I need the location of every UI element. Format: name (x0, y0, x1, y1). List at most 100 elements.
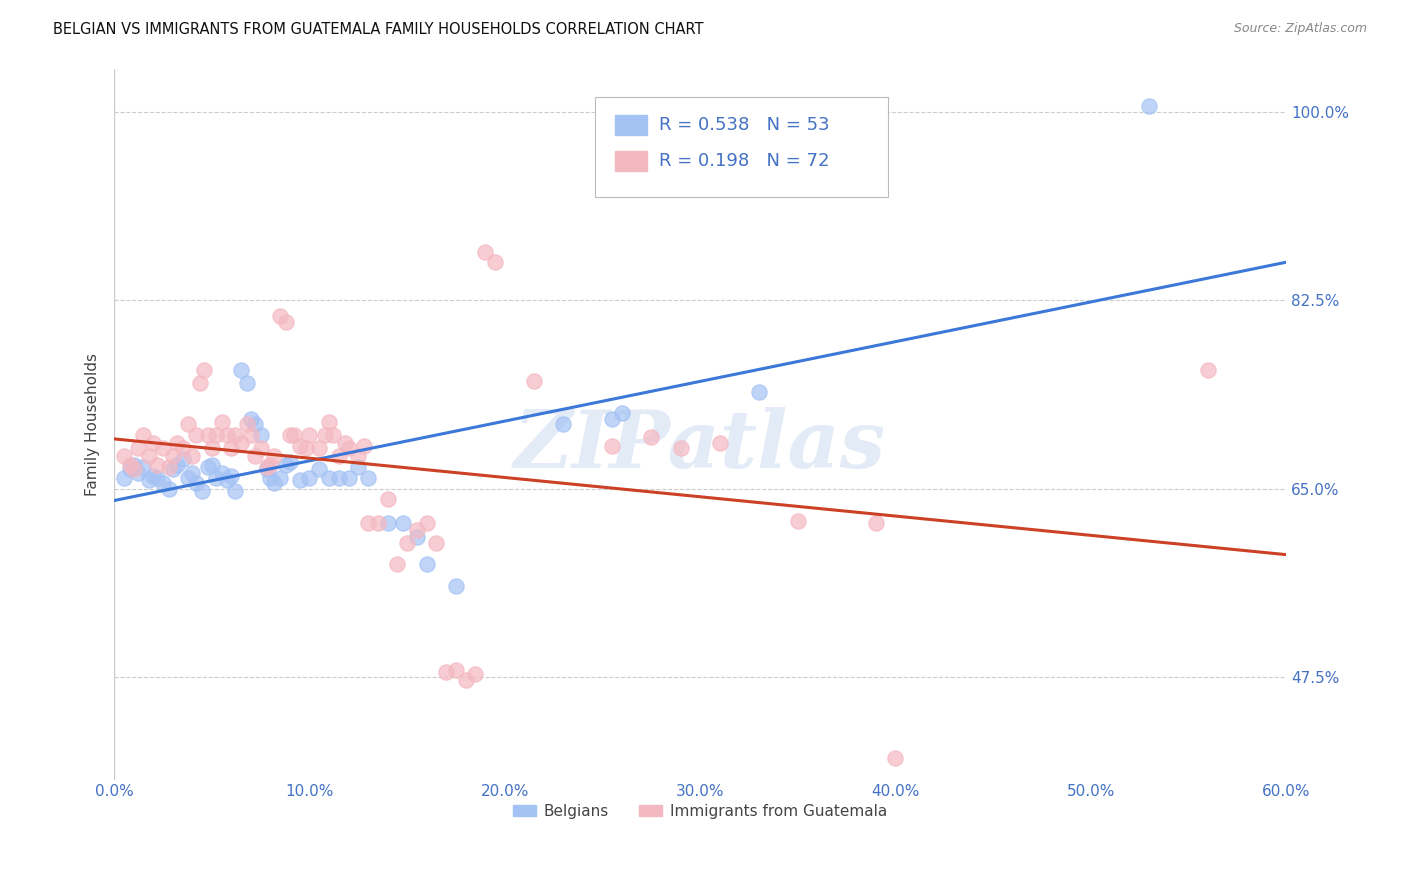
Point (236, 376, 259, 391)
Point (387, 557, 409, 571)
Point (263, 450, 285, 464)
Point (600, 411, 623, 425)
Point (353, 439, 375, 453)
Point (357, 516, 380, 531)
Point (138, 450, 160, 464)
Point (263, 476, 285, 491)
Point (669, 441, 692, 455)
Point (474, 244, 496, 259)
Point (243, 417, 266, 431)
Point (415, 557, 437, 571)
Point (298, 471, 321, 485)
Point (138, 473, 160, 487)
Point (406, 530, 429, 544)
Point (186, 476, 208, 491)
Point (333, 436, 356, 450)
Point (201, 441, 224, 455)
Point (434, 665, 457, 679)
Point (392, 516, 415, 531)
Point (188, 376, 211, 391)
Point (204, 471, 226, 485)
Point (328, 450, 350, 464)
Point (259, 458, 281, 472)
Bar (614, 151, 647, 171)
Point (112, 450, 135, 464)
Point (269, 310, 291, 324)
Point (1137, 99, 1160, 113)
Point (347, 460, 370, 475)
Text: Source: ZipAtlas.com: Source: ZipAtlas.com (1233, 22, 1367, 36)
Point (278, 427, 301, 442)
Point (197, 460, 219, 475)
Point (322, 427, 344, 442)
Point (553, 417, 575, 431)
Point (269, 471, 291, 485)
Point (127, 466, 149, 480)
Point (1197, 363, 1219, 377)
Point (118, 458, 141, 472)
Point (122, 462, 145, 476)
Point (444, 663, 467, 677)
Point (231, 363, 253, 377)
Point (166, 458, 188, 472)
Point (177, 471, 200, 485)
Point (256, 460, 278, 475)
Point (146, 471, 169, 485)
Point (162, 462, 184, 476)
Point (484, 255, 506, 269)
Point (127, 441, 149, 455)
Y-axis label: Family Households: Family Households (86, 352, 100, 496)
Point (177, 417, 200, 431)
Point (328, 471, 350, 485)
Point (249, 427, 271, 442)
Point (640, 430, 662, 444)
Point (786, 514, 808, 528)
Point (454, 673, 477, 688)
Point (152, 441, 174, 455)
Point (278, 455, 301, 469)
Point (249, 441, 271, 455)
Point (162, 450, 184, 464)
Point (217, 473, 239, 487)
Point (221, 441, 243, 455)
Point (425, 535, 447, 549)
Point (142, 436, 165, 450)
Point (288, 439, 311, 453)
Point (298, 427, 321, 442)
Text: R = 0.198   N = 72: R = 0.198 N = 72 (659, 152, 830, 170)
Point (132, 460, 155, 475)
Point (396, 535, 419, 549)
Point (193, 363, 215, 377)
Point (357, 471, 380, 485)
Point (181, 450, 204, 464)
Point (406, 523, 429, 537)
Point (865, 516, 887, 531)
Point (224, 427, 246, 442)
Point (157, 482, 180, 496)
Point (217, 427, 239, 442)
Point (132, 427, 155, 442)
FancyBboxPatch shape (595, 97, 887, 196)
Point (236, 417, 259, 431)
Point (600, 439, 623, 453)
Point (172, 441, 194, 455)
Point (146, 458, 169, 472)
Point (288, 473, 311, 487)
Point (283, 427, 305, 442)
Point (337, 441, 360, 455)
Point (610, 406, 633, 420)
Point (191, 483, 214, 498)
Point (211, 415, 233, 429)
Point (337, 471, 360, 485)
Point (231, 436, 253, 450)
Point (112, 471, 135, 485)
Point (186, 427, 208, 442)
Point (347, 450, 370, 464)
Point (308, 462, 330, 476)
Point (523, 374, 546, 388)
Point (308, 441, 330, 455)
Point (197, 427, 219, 442)
Point (239, 427, 262, 442)
Point (211, 466, 233, 480)
Point (377, 492, 399, 507)
